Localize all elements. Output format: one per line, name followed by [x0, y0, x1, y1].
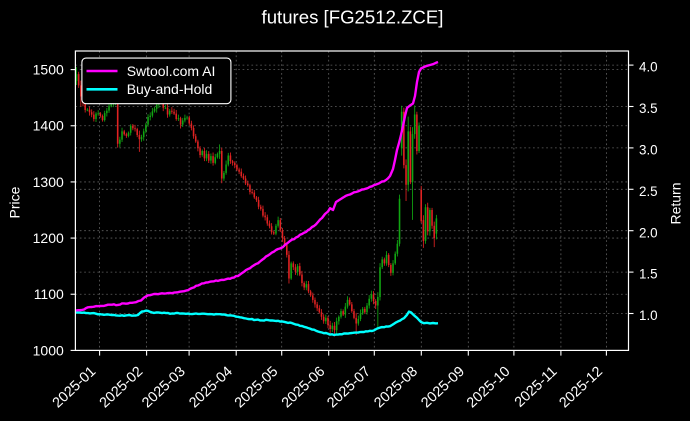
- svg-text:1200: 1200: [33, 230, 64, 246]
- svg-text:1100: 1100: [34, 286, 64, 302]
- svg-text:3.0: 3.0: [639, 143, 658, 158]
- svg-text:1.0: 1.0: [639, 308, 658, 323]
- svg-text:3.5: 3.5: [639, 101, 658, 116]
- svg-text:1400: 1400: [33, 118, 64, 134]
- svg-text:4.0: 4.0: [639, 60, 658, 75]
- svg-text:Buy-and-Hold: Buy-and-Hold: [127, 81, 213, 97]
- svg-text:1300: 1300: [33, 174, 64, 190]
- svg-text:Price: Price: [7, 186, 23, 218]
- svg-text:futures [FG2512.ZCE]: futures [FG2512.ZCE]: [262, 7, 444, 28]
- svg-text:1.5: 1.5: [639, 267, 658, 282]
- svg-text:2.0: 2.0: [639, 225, 658, 240]
- svg-text:Swtool.com AI: Swtool.com AI: [127, 63, 216, 79]
- svg-text:1500: 1500: [33, 62, 64, 78]
- svg-text:1000: 1000: [33, 342, 64, 358]
- svg-text:2.5: 2.5: [639, 184, 658, 199]
- svg-text:Return: Return: [668, 182, 684, 224]
